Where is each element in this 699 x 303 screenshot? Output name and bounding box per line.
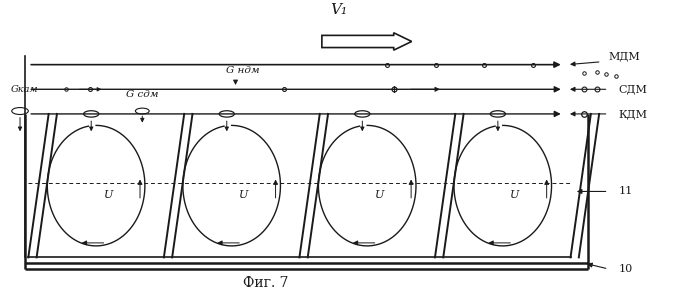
Text: U: U [103,190,113,200]
Text: 11: 11 [619,186,633,196]
Text: G ндм: G ндм [226,66,259,75]
Text: Gкам: Gкам [11,85,38,94]
Text: 10: 10 [619,264,633,274]
Polygon shape [322,33,412,50]
Text: U: U [239,190,249,200]
Text: СДМ: СДМ [619,84,648,94]
Text: G сдм: G сдм [126,90,159,99]
Text: V₁: V₁ [331,3,347,17]
Text: КДМ: КДМ [619,109,648,119]
Text: U: U [510,190,519,200]
Text: Фиг. 7: Фиг. 7 [243,276,289,291]
Text: МДМ: МДМ [609,51,640,61]
Text: U: U [375,190,384,200]
